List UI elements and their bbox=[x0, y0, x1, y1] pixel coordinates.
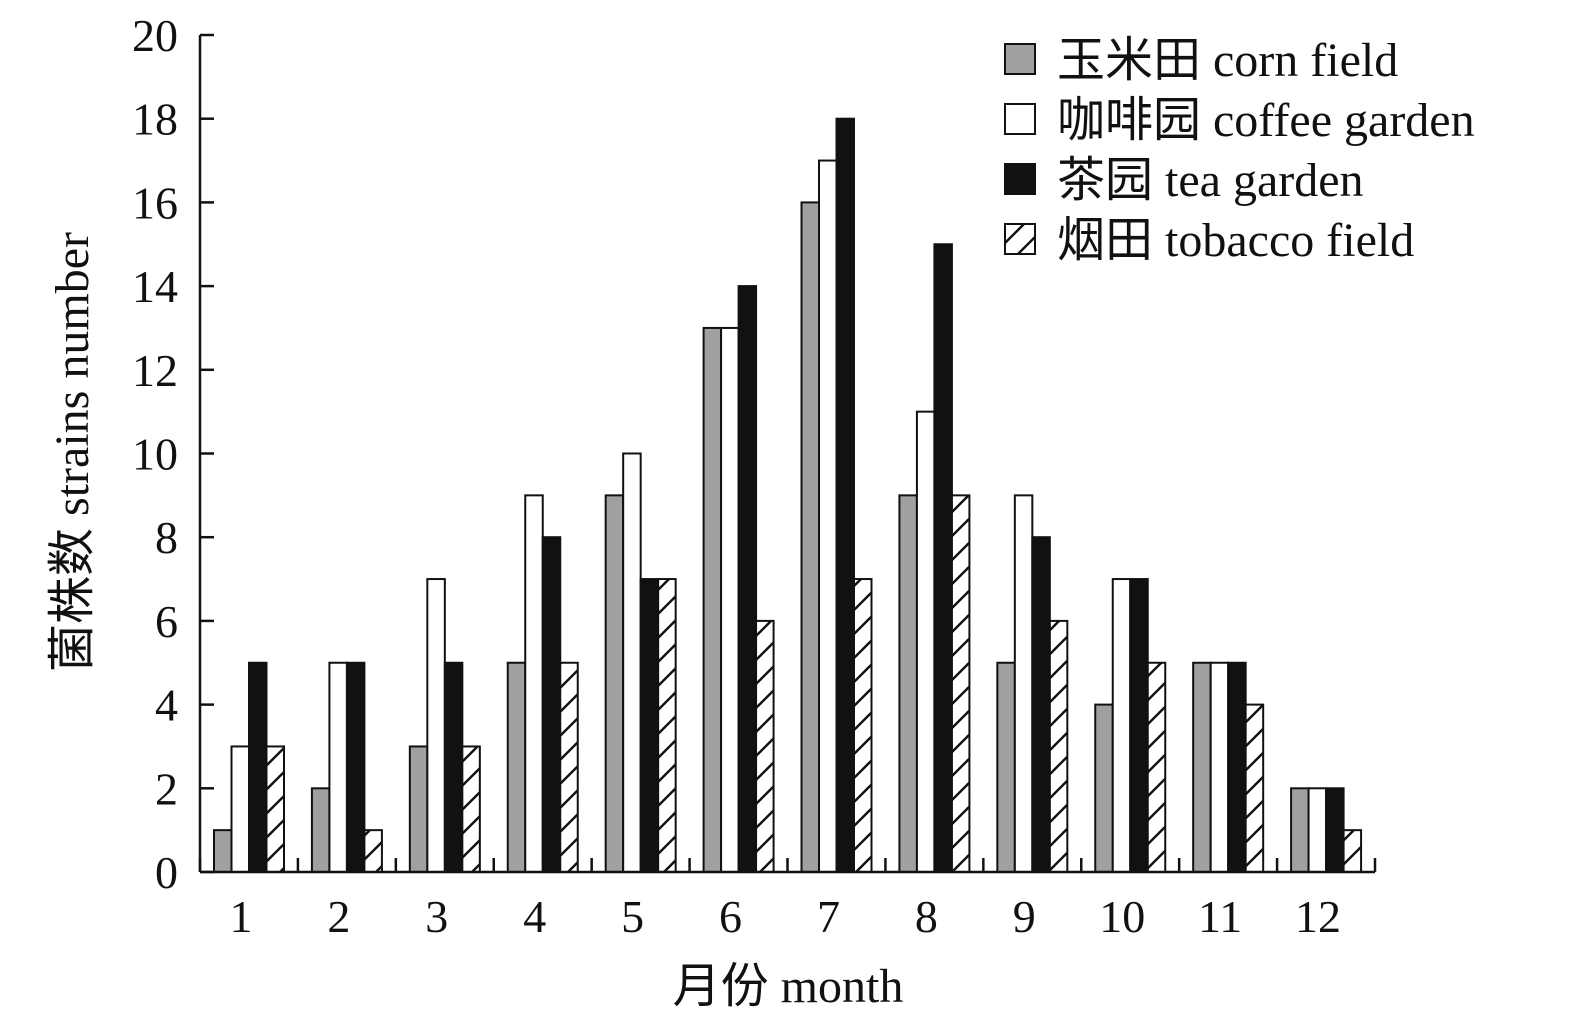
bar-coffee-garden-month-7 bbox=[818, 159, 838, 874]
y-tick-label: 0 bbox=[155, 847, 178, 898]
legend-label: 烟田 tobacco field bbox=[1057, 214, 1414, 267]
bar-coffee-garden-month-1 bbox=[230, 745, 250, 874]
y-axis-title: 菌株数 strains number bbox=[46, 232, 99, 672]
x-tick-label: 4 bbox=[523, 891, 546, 942]
bar-coffee-garden-month-2 bbox=[328, 661, 348, 873]
bar-coffee-garden-month-12 bbox=[1307, 787, 1328, 873]
bar-tea-garden-month-9 bbox=[1031, 536, 1051, 873]
x-tick-label: 5 bbox=[621, 891, 644, 942]
bar-coffee-garden-month-10 bbox=[1111, 578, 1132, 873]
y-tick-label: 8 bbox=[155, 512, 178, 563]
bar-tea-garden-month-11 bbox=[1227, 661, 1247, 873]
legend-swatch bbox=[1004, 103, 1036, 135]
x-tick-label: 7 bbox=[817, 891, 840, 942]
bar-tea-garden-month-7 bbox=[835, 117, 855, 873]
bar-corn-field-month-10 bbox=[1094, 703, 1114, 873]
y-tick-label: 2 bbox=[155, 763, 178, 814]
y-tick-label: 4 bbox=[155, 680, 178, 731]
bar-tea-garden-month-12 bbox=[1325, 787, 1345, 873]
x-tick-label: 12 bbox=[1295, 891, 1341, 942]
bar-tobacco-field-month-10 bbox=[1146, 661, 1167, 873]
legend-item-tea-garden: 茶园 tea garden bbox=[1004, 154, 1364, 207]
bar-tobacco-field-month-7 bbox=[853, 578, 873, 873]
x-axis-title: 月份 month bbox=[673, 960, 904, 1013]
series-coffee-garden bbox=[230, 159, 1328, 874]
bar-tea-garden-month-4 bbox=[541, 536, 562, 873]
bar-coffee-garden-month-3 bbox=[426, 578, 446, 873]
bar-corn-field-month-4 bbox=[506, 661, 527, 873]
bar-tobacco-field-month-12 bbox=[1342, 829, 1363, 874]
bar-tobacco-field-month-8 bbox=[950, 494, 971, 873]
bar-tobacco-field-month-1 bbox=[265, 745, 285, 874]
legend-item-corn-field: 玉米田 corn field bbox=[1004, 34, 1398, 87]
bar-tobacco-field-month-6 bbox=[755, 619, 775, 874]
bar-tea-garden-month-6 bbox=[737, 285, 758, 874]
bar-tobacco-field-month-11 bbox=[1244, 703, 1265, 873]
series-corn-field bbox=[213, 201, 1310, 874]
bar-tobacco-field-month-5 bbox=[657, 578, 677, 873]
bar-corn-field-month-1 bbox=[213, 829, 233, 874]
x-tick-label: 2 bbox=[327, 891, 350, 942]
bar-coffee-garden-month-11 bbox=[1209, 661, 1230, 873]
bar-corn-field-month-8 bbox=[898, 494, 918, 873]
legend: 玉米田 corn field 咖啡园 coffee garden 茶园 tea ga… bbox=[1004, 34, 1475, 267]
legend-swatch bbox=[1004, 223, 1036, 255]
x-tick-label: 8 bbox=[915, 891, 938, 942]
y-tick-label: 20 bbox=[132, 10, 178, 61]
bar-corn-field-month-12 bbox=[1290, 787, 1310, 873]
legend-item-coffee-garden: 咖啡园 coffee garden bbox=[1004, 94, 1475, 147]
bar-corn-field-month-5 bbox=[604, 494, 625, 873]
x-tick-label: 3 bbox=[425, 891, 448, 942]
bar-corn-field-month-6 bbox=[702, 326, 723, 873]
bar-corn-field-month-2 bbox=[310, 787, 331, 873]
bar-tea-garden-month-8 bbox=[933, 243, 953, 873]
legend-label: 茶园 tea garden bbox=[1057, 154, 1364, 207]
bar-coffee-garden-month-8 bbox=[915, 410, 936, 873]
bar-tobacco-field-month-9 bbox=[1048, 619, 1069, 874]
bar-tea-garden-month-5 bbox=[639, 578, 660, 873]
bar-tobacco-field-month-4 bbox=[559, 661, 579, 873]
bar-tea-garden-month-3 bbox=[443, 661, 464, 873]
y-tick-label: 10 bbox=[132, 429, 178, 480]
legend-swatch bbox=[1004, 163, 1036, 195]
bar-corn-field-month-3 bbox=[408, 745, 429, 874]
y-tick-label: 16 bbox=[132, 177, 178, 228]
legend-label: 咖啡园 coffee garden bbox=[1057, 94, 1475, 147]
series-tea-garden bbox=[248, 117, 1345, 874]
x-tick-label: 11 bbox=[1198, 891, 1242, 942]
bar-coffee-garden-month-6 bbox=[720, 326, 740, 873]
bar-coffee-garden-month-4 bbox=[524, 494, 544, 873]
bar-corn-field-month-11 bbox=[1192, 661, 1212, 873]
bar-corn-field-month-7 bbox=[800, 201, 820, 873]
bar-tobacco-field-month-3 bbox=[461, 745, 481, 874]
x-tick-label: 1 bbox=[229, 891, 252, 942]
y-tick-label: 12 bbox=[132, 345, 178, 396]
bar-tea-garden-month-1 bbox=[248, 661, 268, 873]
bar-corn-field-month-9 bbox=[996, 661, 1016, 873]
y-tick-label: 18 bbox=[132, 94, 178, 145]
y-tick-label: 6 bbox=[155, 596, 178, 647]
legend-swatch bbox=[1004, 43, 1036, 75]
x-tick-label: 9 bbox=[1013, 891, 1036, 942]
x-tick-label: 6 bbox=[719, 891, 742, 942]
legend-label: 玉米田 corn field bbox=[1057, 34, 1398, 87]
bar-tobacco-field-month-2 bbox=[363, 829, 383, 874]
bar-coffee-garden-month-5 bbox=[622, 452, 642, 873]
y-tick-label: 14 bbox=[132, 261, 178, 312]
bar-tea-garden-month-10 bbox=[1129, 578, 1149, 873]
legend-item-tobacco-field: 烟田 tobacco field bbox=[1004, 214, 1414, 267]
bar-coffee-garden-month-9 bbox=[1013, 494, 1034, 873]
x-tick-label: 10 bbox=[1099, 891, 1145, 942]
bar-tea-garden-month-2 bbox=[345, 661, 366, 873]
